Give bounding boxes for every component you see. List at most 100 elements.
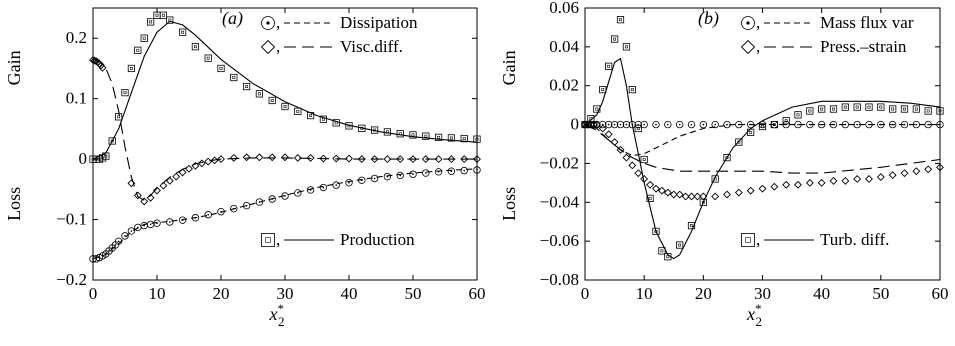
legend-comma: , bbox=[756, 230, 760, 249]
x-axis-label: x* 2 bbox=[746, 301, 762, 329]
marker-square bbox=[434, 133, 443, 141]
x-tick-label: 50 bbox=[405, 284, 422, 303]
marker-square bbox=[230, 73, 238, 82]
marker-diamond bbox=[409, 155, 417, 164]
legend-comma: , bbox=[276, 230, 280, 249]
marker-diamond bbox=[460, 155, 469, 164]
marker-circle bbox=[370, 174, 379, 183]
markers-square bbox=[581, 16, 944, 261]
legend-label: Press.–strain bbox=[820, 37, 907, 56]
marker-square bbox=[628, 86, 636, 94]
marker-circle bbox=[640, 120, 648, 129]
marker-diamond bbox=[191, 161, 200, 170]
gain-label: Gain bbox=[499, 50, 519, 85]
legend-marker-diamond bbox=[260, 39, 276, 55]
marker-diamond bbox=[281, 153, 289, 162]
marker-diamond bbox=[255, 153, 264, 162]
marker-diamond bbox=[610, 138, 619, 146]
marker-diamond bbox=[711, 192, 720, 201]
marker-diamond bbox=[805, 178, 814, 187]
legend-label: Dissipation bbox=[340, 13, 418, 32]
marker-square bbox=[622, 43, 631, 51]
legend-entry: , Visc.diff. bbox=[260, 37, 403, 56]
panel-label: (b) bbox=[698, 8, 719, 29]
marker-square bbox=[242, 82, 251, 91]
loss-label: Loss bbox=[4, 187, 24, 221]
marker-diamond bbox=[622, 153, 631, 162]
marker-circle bbox=[829, 120, 838, 129]
marker-diamond bbox=[293, 153, 302, 162]
marker-circle bbox=[306, 186, 315, 194]
legend-comma: , bbox=[756, 13, 760, 32]
marker-diamond bbox=[127, 179, 136, 188]
legend-entry: , Turb. diff. bbox=[741, 230, 889, 249]
marker-diamond bbox=[912, 167, 921, 176]
x-tick-label: 20 bbox=[213, 284, 230, 303]
marker-circle bbox=[460, 166, 468, 175]
marker-circle bbox=[166, 218, 174, 226]
marker-diamond bbox=[589, 120, 598, 129]
marker-square bbox=[924, 107, 932, 115]
x-tick-label: 60 bbox=[469, 284, 486, 303]
marker-diamond bbox=[646, 180, 655, 189]
legend-comma: , bbox=[756, 37, 760, 56]
legend-entry: , Press.–strain bbox=[740, 37, 907, 56]
series-line-diamond bbox=[92, 58, 477, 201]
marker-circle bbox=[687, 120, 696, 129]
marker-square bbox=[319, 115, 328, 123]
marker-diamond bbox=[604, 130, 613, 139]
marker-circle bbox=[924, 120, 932, 129]
marker-square bbox=[616, 16, 625, 24]
marker-diamond bbox=[370, 155, 379, 164]
marker-square bbox=[747, 128, 755, 136]
marker-diamond bbox=[146, 193, 155, 202]
y-tick-label: 0.2 bbox=[66, 28, 87, 47]
y-tick-label: −0.2 bbox=[56, 270, 87, 289]
marker-diamond bbox=[229, 153, 238, 162]
marker-diamond bbox=[197, 159, 206, 168]
marker-diamond bbox=[153, 186, 161, 195]
marker-diamond bbox=[165, 176, 174, 185]
legend-marker-square bbox=[261, 233, 275, 247]
marker-square bbox=[159, 11, 167, 19]
chart-panel-b: 0 10 20 30 40 50 60 −0.08 −0.06 −0.04 −0.02 0 0.02 0.… bbox=[499, 0, 949, 329]
marker-circle bbox=[865, 120, 873, 129]
loss-label: Loss bbox=[499, 187, 519, 221]
marker-circle bbox=[900, 120, 909, 129]
marker-square bbox=[473, 135, 481, 143]
marker-diamond bbox=[217, 155, 225, 164]
marker-diamond bbox=[675, 190, 684, 199]
marker-diamond bbox=[699, 192, 708, 201]
marker-circle bbox=[358, 176, 366, 184]
marker-square bbox=[610, 35, 619, 43]
legend-label: Turb. diff. bbox=[820, 230, 889, 249]
marker-circle bbox=[794, 120, 802, 129]
marker-diamond bbox=[268, 153, 277, 162]
series-line-circle bbox=[92, 168, 478, 260]
marker-diamond bbox=[865, 175, 873, 183]
marker-square bbox=[599, 86, 607, 94]
x-tick-label: 50 bbox=[872, 284, 889, 303]
marker-square bbox=[865, 103, 873, 111]
marker-square bbox=[134, 46, 142, 54]
marker-square bbox=[115, 113, 123, 121]
marker-circle bbox=[675, 120, 684, 129]
marker-square bbox=[140, 34, 148, 42]
marker-square bbox=[936, 107, 944, 115]
y-tick-label: 0.02 bbox=[549, 76, 579, 95]
marker-diamond bbox=[652, 184, 660, 193]
marker-circle bbox=[153, 219, 161, 227]
x-tick-label: 30 bbox=[277, 284, 294, 303]
marker-circle bbox=[345, 178, 353, 187]
marker-circle bbox=[281, 192, 289, 200]
marker-circle bbox=[332, 181, 340, 189]
marker-diamond bbox=[434, 155, 443, 164]
series-line-diamond bbox=[584, 124, 941, 174]
marker-diamond bbox=[98, 63, 107, 72]
marker-square bbox=[912, 105, 920, 113]
panel-label: (a) bbox=[222, 8, 243, 29]
y-tick-label: −0.06 bbox=[540, 231, 579, 250]
marker-square bbox=[294, 107, 302, 115]
marker-diamond bbox=[319, 154, 328, 163]
